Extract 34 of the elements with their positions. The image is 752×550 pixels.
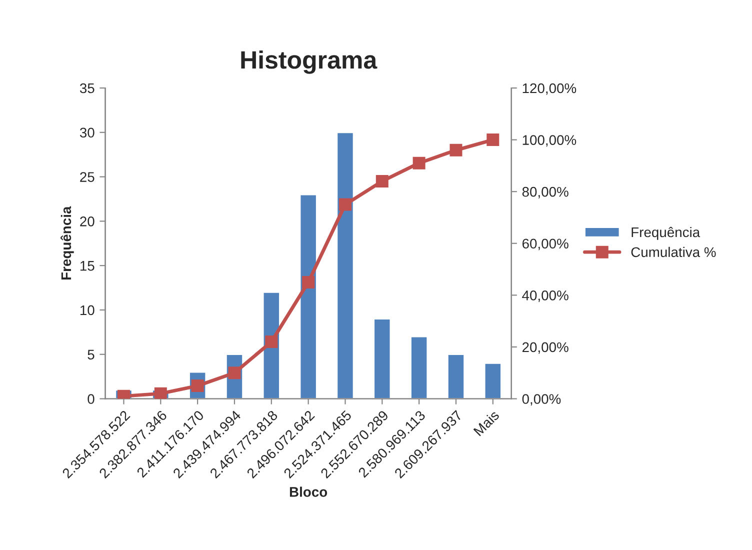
- y-axis-title: Frequência: [60, 206, 74, 280]
- y-tick-label: 0: [88, 394, 94, 404]
- y-tick-label: 30: [80, 128, 94, 138]
- y-tick-label: 15: [80, 261, 94, 271]
- bar: [336, 132, 354, 399]
- point: [302, 276, 315, 288]
- point: [450, 144, 462, 156]
- bar: [299, 194, 318, 399]
- chart-title: Histograma: [241, 50, 378, 74]
- point: [338, 198, 352, 211]
- legend-label: Frequência: [632, 226, 700, 240]
- y-tick-label: 35: [80, 83, 94, 94]
- y2-tick-label: 60,00%: [522, 238, 568, 250]
- y2-tick-label: 20,00%: [522, 342, 568, 354]
- x-axis-title: Bloco: [290, 486, 328, 497]
- legend-label: Cumulativa %: [631, 246, 716, 258]
- bar: [446, 354, 465, 399]
- bar: [410, 336, 428, 399]
- y-tick-label: 10: [80, 305, 94, 316]
- y-tick-label: 25: [80, 172, 94, 182]
- y2-tick-label: 120,00%: [522, 83, 576, 95]
- point: [486, 134, 500, 146]
- y2-tick-label: 40,00%: [522, 290, 568, 302]
- y-tick-label: 5: [88, 350, 94, 360]
- bar: [373, 318, 392, 399]
- y-tick-label: 20: [80, 216, 94, 226]
- point: [154, 387, 167, 399]
- y2-tick-label: 0,00%: [522, 394, 561, 406]
- point: [265, 336, 278, 348]
- y2-tick-label: 80,00%: [522, 186, 568, 198]
- y2-tick-label: 100,00%: [522, 135, 576, 147]
- point: [412, 156, 426, 170]
- bar: [484, 362, 502, 399]
- point: [376, 174, 388, 188]
